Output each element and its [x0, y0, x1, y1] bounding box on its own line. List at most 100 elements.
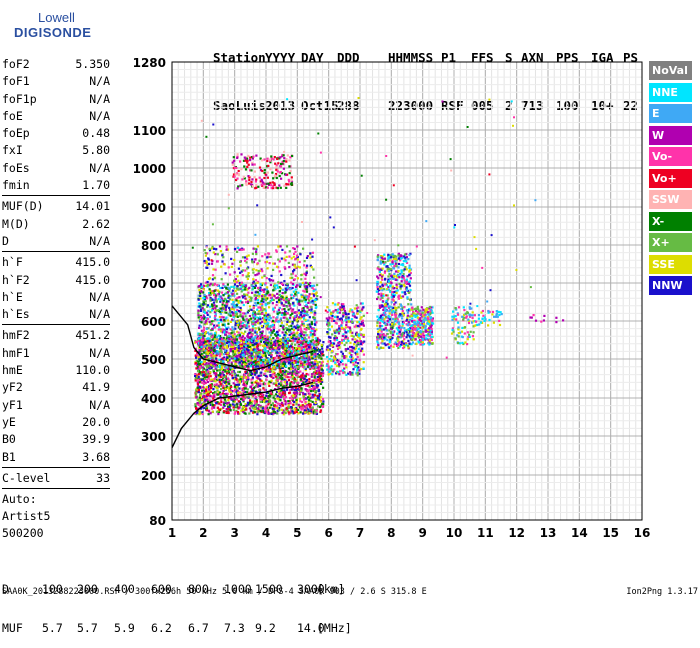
echo-point: [297, 258, 299, 260]
echo-point: [271, 350, 273, 352]
echo-point: [302, 413, 304, 415]
echo-point: [205, 252, 207, 254]
y-tick-label: 600: [141, 315, 166, 329]
echo-point: [203, 297, 205, 299]
echo-point: [264, 253, 266, 255]
echo-point: [276, 158, 278, 160]
echo-point: [247, 349, 249, 351]
echo-point: [197, 312, 199, 314]
echo-point: [294, 408, 296, 410]
echo-point: [244, 260, 246, 262]
echo-point: [234, 373, 236, 375]
echo-point: [234, 271, 236, 273]
echo-point: [272, 280, 274, 282]
echo-point: [244, 269, 246, 271]
echo-point: [282, 370, 284, 372]
echo-point: [215, 391, 217, 393]
echo-point: [213, 304, 215, 306]
echo-point: [294, 326, 296, 328]
echo-point: [260, 372, 262, 374]
echo-point: [310, 390, 312, 392]
echo-point: [256, 380, 258, 382]
echo-point: [214, 315, 216, 317]
echo-point: [222, 304, 224, 306]
echo-point: [204, 356, 206, 358]
echo-point: [292, 388, 294, 390]
echo-point: [200, 316, 202, 318]
echo-point: [290, 365, 292, 367]
echo-point: [319, 394, 321, 396]
echo-point: [199, 386, 201, 388]
echo-point: [273, 158, 275, 160]
echo-point: [248, 287, 250, 289]
echo-point: [297, 363, 299, 365]
echo-point: [257, 302, 259, 304]
echo-point: [299, 392, 301, 394]
echo-point: [304, 260, 306, 262]
echo-point: [215, 248, 217, 250]
echo-point: [273, 295, 275, 297]
echo-point: [257, 404, 259, 406]
echo-point: [305, 319, 307, 321]
echo-point: [269, 399, 271, 401]
echo-point: [236, 355, 238, 357]
echo-point: [279, 156, 281, 158]
echo-point: [237, 334, 239, 336]
echo-point: [219, 311, 221, 313]
echo-point: [261, 179, 263, 181]
echo-point: [299, 253, 301, 255]
echo-point: [238, 384, 240, 386]
echo-point: [307, 396, 309, 398]
echo-point: [208, 345, 210, 347]
y-tick-label: 1280: [133, 56, 166, 70]
echo-point: [292, 283, 294, 285]
echo-point: [299, 266, 301, 268]
echo-point: [250, 348, 252, 350]
echo-point: [240, 410, 242, 412]
echo-point: [272, 373, 274, 375]
echo-point: [283, 312, 285, 314]
echo-point: [294, 397, 296, 399]
echo-point: [273, 299, 275, 301]
echo-point: [230, 338, 232, 340]
echo-point: [283, 305, 285, 307]
echo-point: [273, 343, 275, 345]
echo-point: [257, 322, 259, 324]
echo-point: [317, 397, 319, 399]
echo-point: [253, 337, 255, 339]
echo-point: [318, 354, 320, 356]
echo-point: [244, 351, 246, 353]
echo-point: [304, 378, 306, 380]
echo-point: [218, 335, 220, 337]
echo-point: [242, 256, 244, 258]
echo-point: [233, 409, 235, 411]
echo-point: [297, 359, 299, 361]
echo-point: [288, 266, 290, 268]
echo-point: [259, 177, 261, 179]
echo-point: [225, 312, 227, 314]
echo-point: [277, 365, 279, 367]
y-tick-label: 80: [149, 514, 166, 528]
echo-point: [277, 297, 279, 299]
echo-point: [240, 356, 242, 358]
echo-point: [306, 291, 308, 293]
echo-point: [290, 345, 292, 347]
echo-point: [307, 319, 309, 321]
x-tick-label: 4: [262, 526, 270, 540]
echo-point: [255, 385, 257, 387]
echo-point: [302, 290, 304, 292]
echo-point: [314, 317, 316, 319]
echo-point: [260, 362, 262, 364]
echo-point: [204, 294, 206, 296]
echo-point: [300, 278, 302, 280]
echo-point: [294, 248, 296, 250]
echo-point: [311, 308, 313, 310]
echo-point: [238, 302, 240, 304]
echo-point: [313, 290, 315, 292]
echo-point: [240, 168, 242, 170]
echo-point: [216, 366, 218, 368]
echo-point: [297, 409, 299, 411]
echo-point: [211, 299, 213, 301]
echo-point: [206, 297, 208, 299]
echo-point: [294, 312, 296, 314]
